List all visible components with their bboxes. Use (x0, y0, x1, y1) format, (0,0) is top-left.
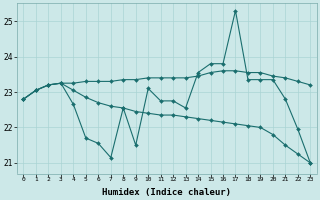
X-axis label: Humidex (Indice chaleur): Humidex (Indice chaleur) (102, 188, 231, 197)
